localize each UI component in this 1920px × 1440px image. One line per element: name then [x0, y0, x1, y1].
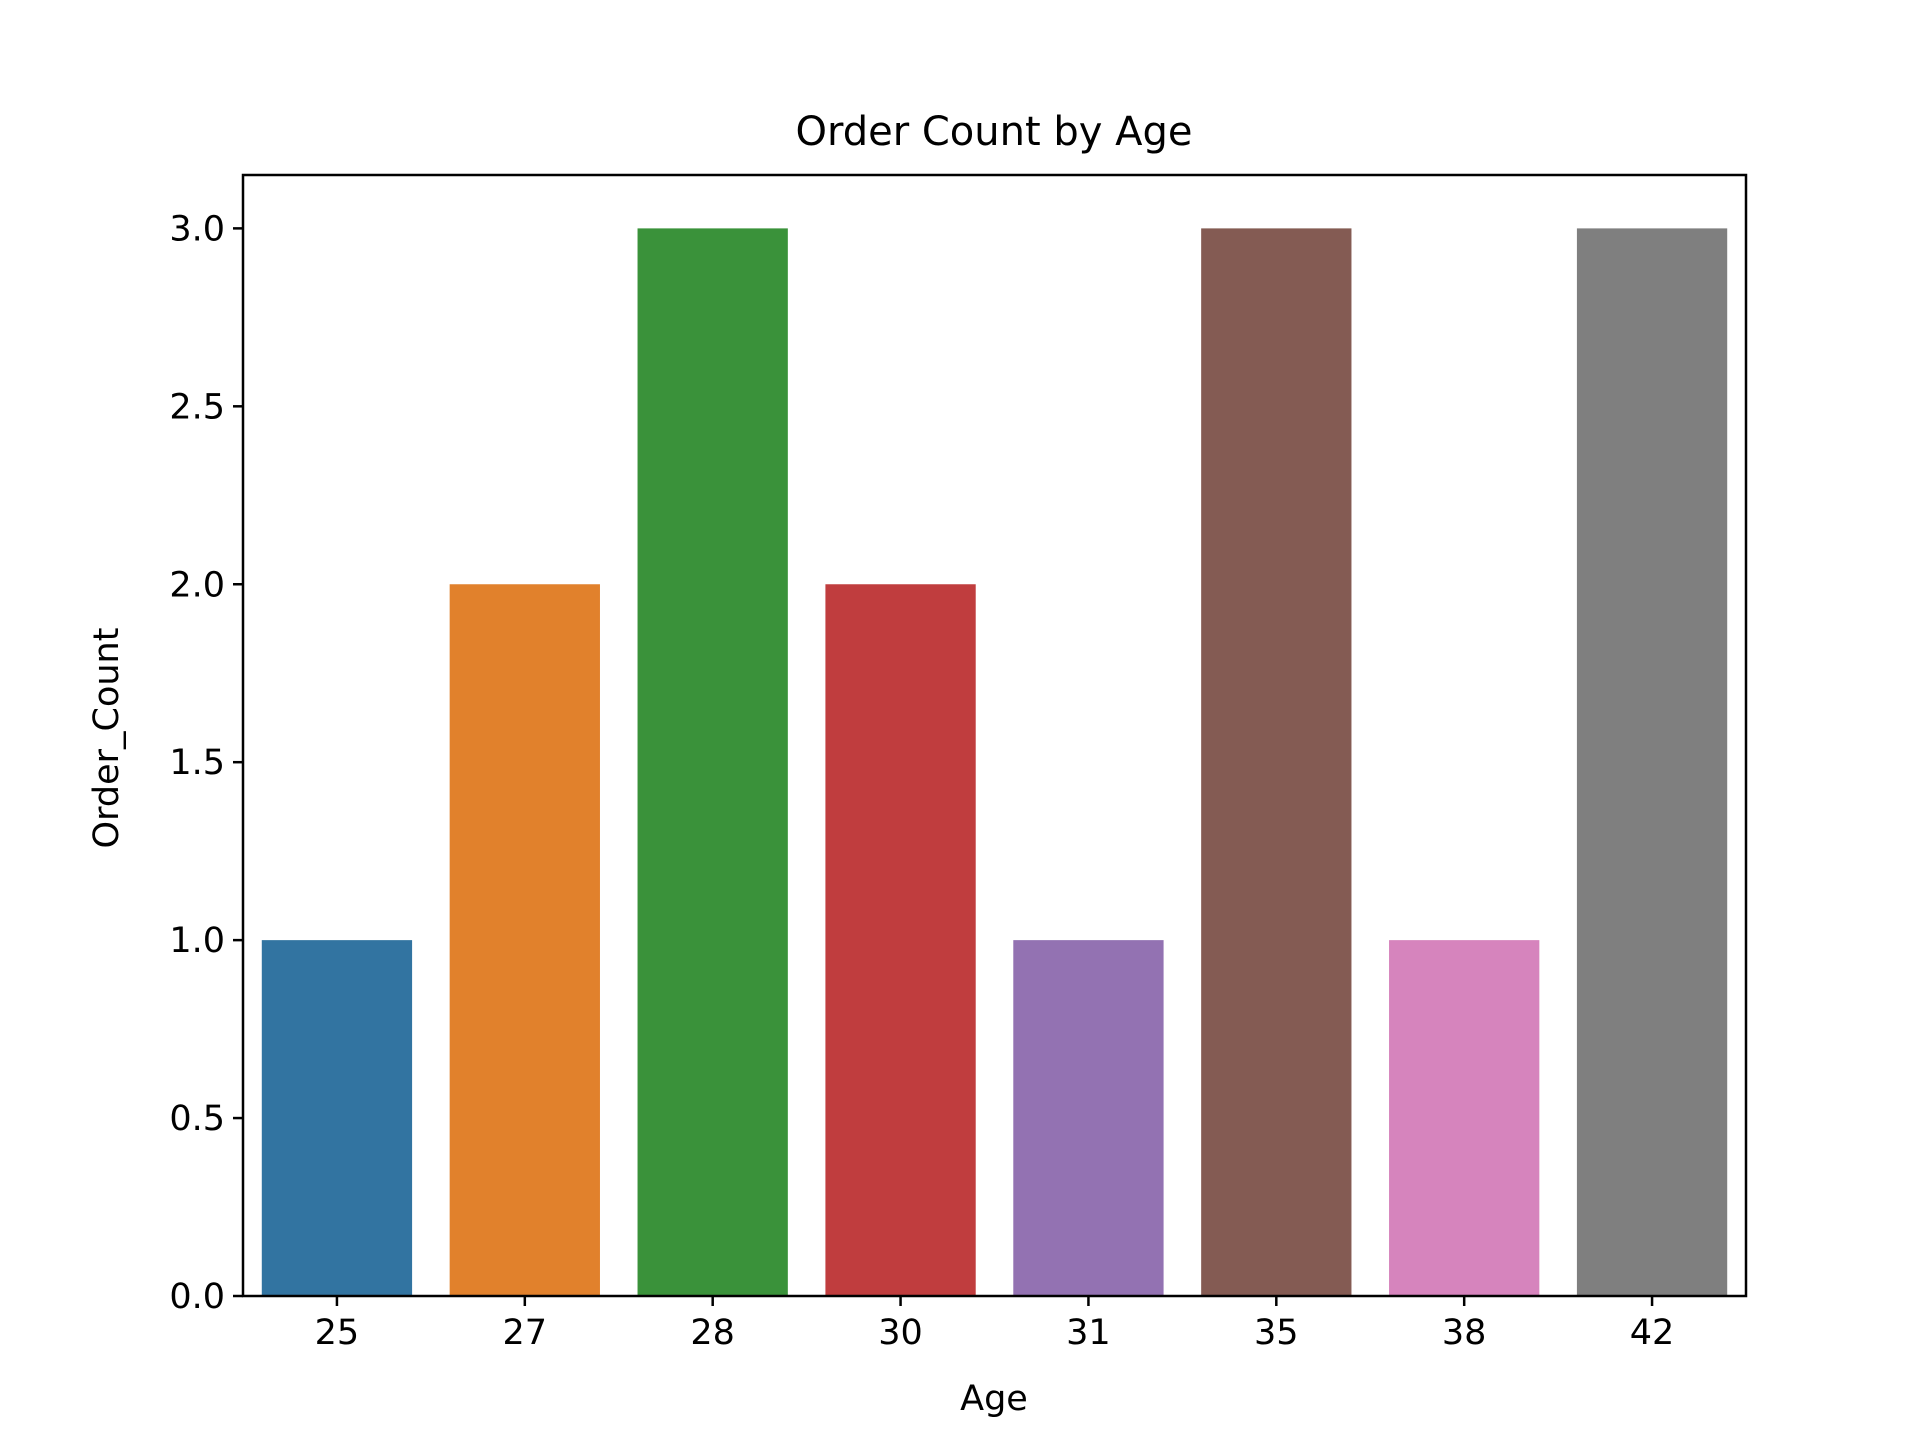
x-tick-label: 38: [1442, 1313, 1487, 1353]
bar-31: [1013, 940, 1164, 1296]
y-tick-label: 2.5: [169, 387, 225, 427]
x-axis: 25 27 28 30 31 35 38 42: [315, 1296, 1675, 1353]
y-tick-label: 0.5: [169, 1099, 225, 1139]
y-tick-label: 1.0: [169, 921, 225, 961]
bar-30: [825, 584, 976, 1296]
bar-25: [261, 940, 413, 1296]
bar-27: [449, 584, 600, 1296]
x-tick-label: 25: [315, 1313, 360, 1353]
y-tick-label: 2.0: [169, 565, 225, 605]
plot-frame: [241, 173, 1748, 1298]
bar-38: [1389, 940, 1540, 1296]
y-tick-label: 3.0: [169, 209, 225, 249]
chart-title: Order Count by Age: [795, 109, 1192, 155]
x-axis-label: Age: [960, 1379, 1028, 1419]
bar-42: [1576, 228, 1728, 1296]
y-tick-label: 1.5: [169, 743, 225, 783]
x-tick-label: 42: [1630, 1313, 1675, 1353]
x-tick-label: 35: [1254, 1313, 1299, 1353]
y-axis: 0.0 0.5 1.0 1.5 2.0 2.5 3.0: [169, 209, 243, 1317]
y-tick-label: 0.0: [169, 1277, 225, 1317]
x-tick-label: 28: [690, 1313, 735, 1353]
x-tick-label: 30: [878, 1313, 923, 1353]
bar-28: [637, 228, 788, 1296]
x-tick-label: 31: [1066, 1313, 1111, 1353]
plot-area: 0.0 0.5 1.0 1.5 2.0 2.5 3.0 25 27 28 30 31 35 38 42: [169, 173, 1748, 1353]
y-axis-label: Order_Count: [87, 628, 127, 849]
bars-group: [261, 228, 1728, 1296]
x-tick-label: 27: [503, 1313, 548, 1353]
bar-35: [1201, 228, 1352, 1296]
